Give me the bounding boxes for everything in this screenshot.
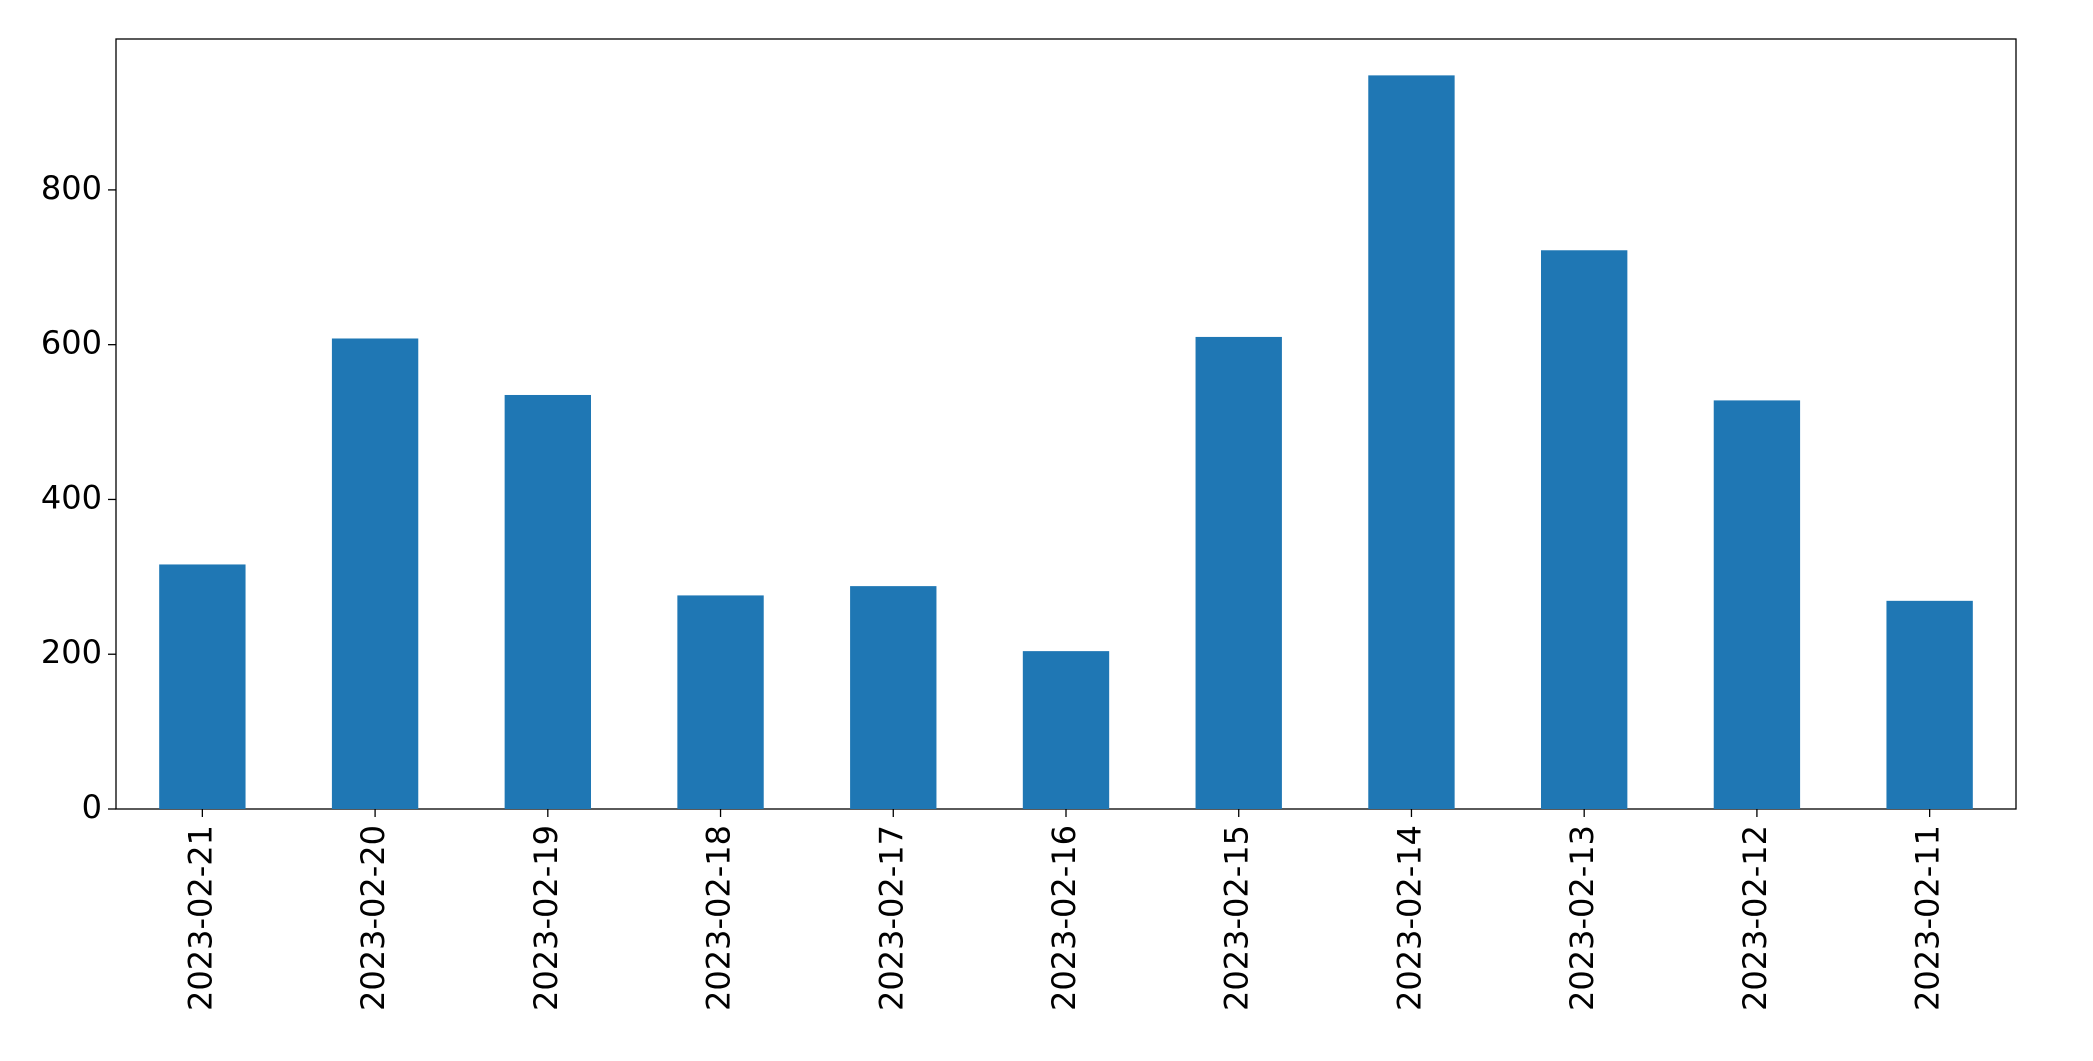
- x-tick-label: 2023-02-19: [527, 825, 565, 1011]
- bar: [1195, 336, 1282, 809]
- x-tick-label: 2023-02-16: [1045, 825, 1083, 1011]
- x-tick-label: 2023-02-14: [1390, 825, 1428, 1011]
- y-tick-label: 800: [41, 169, 102, 207]
- y-tick-label: 400: [41, 478, 102, 516]
- bar: [850, 586, 937, 809]
- bar: [504, 394, 591, 809]
- x-tick-label: 2023-02-13: [1563, 825, 1601, 1011]
- x-tick-label: 2023-02-12: [1736, 825, 1774, 1011]
- y-tick-label: 0: [82, 788, 102, 826]
- bar: [1886, 600, 1973, 809]
- x-tick-label: 2023-02-21: [181, 825, 219, 1011]
- y-tick-label: 600: [41, 324, 102, 362]
- bar: [331, 338, 419, 809]
- x-tick-label: 2023-02-18: [700, 825, 738, 1011]
- bar: [1022, 651, 1110, 809]
- bar: [1368, 75, 1455, 810]
- x-tick-label: 2023-02-11: [1909, 825, 1947, 1011]
- x-tick-label: 2023-02-17: [872, 825, 910, 1011]
- bar: [1713, 400, 1801, 809]
- bar: [1541, 250, 1628, 809]
- x-tick-label: 2023-02-15: [1218, 825, 1256, 1011]
- bar: [677, 595, 764, 809]
- y-tick-label: 200: [41, 633, 102, 671]
- bar: [159, 564, 246, 809]
- x-tick-label: 2023-02-20: [354, 825, 392, 1011]
